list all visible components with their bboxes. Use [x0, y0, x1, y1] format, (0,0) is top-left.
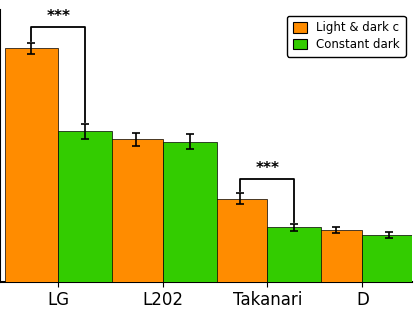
Legend: Light & dark c, Constant dark: Light & dark c, Constant dark	[287, 15, 406, 57]
Bar	[309, 230, 362, 282]
Text: ***: ***	[46, 9, 71, 24]
Bar	[109, 139, 163, 282]
Bar	[362, 235, 416, 282]
Bar	[267, 227, 321, 282]
Bar	[5, 48, 58, 282]
Bar	[58, 131, 112, 282]
Bar	[163, 142, 217, 282]
Bar	[213, 199, 267, 282]
Text: ***: ***	[255, 161, 279, 176]
